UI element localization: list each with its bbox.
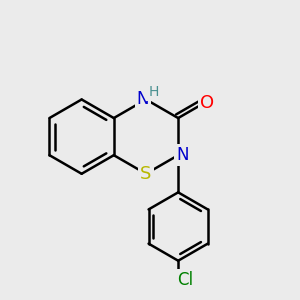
- Text: H: H: [148, 85, 159, 99]
- Text: S: S: [140, 165, 152, 183]
- Text: N: N: [176, 146, 189, 164]
- Text: Cl: Cl: [178, 271, 194, 289]
- Text: O: O: [200, 94, 214, 112]
- Text: N: N: [137, 91, 149, 109]
